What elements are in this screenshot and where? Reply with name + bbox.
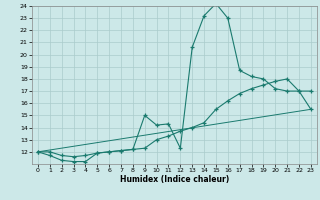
X-axis label: Humidex (Indice chaleur): Humidex (Indice chaleur) (120, 175, 229, 184)
